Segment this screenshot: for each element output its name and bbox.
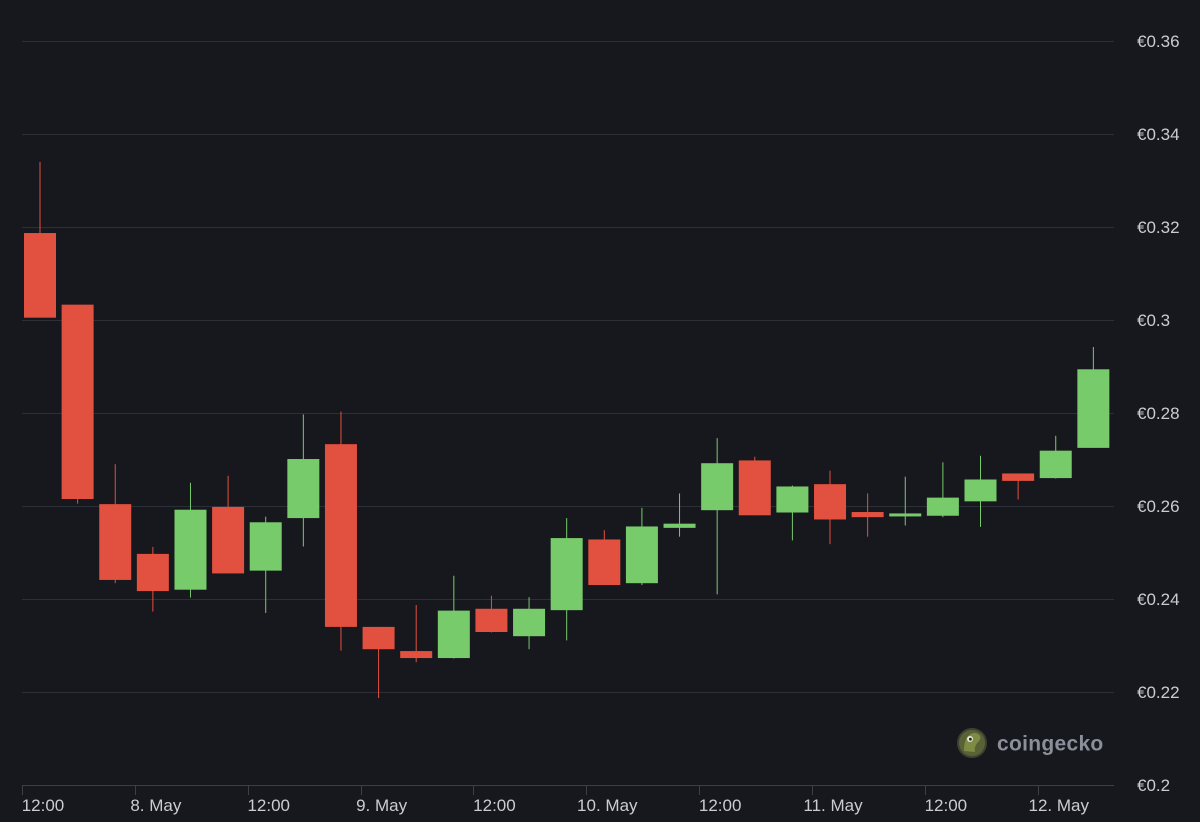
price-axis: €0.2 €0.22 €0.24 €0.26 €0.28 €0.3 €0.32 €0.34 €0… bbox=[1137, 32, 1180, 795]
x-tick-label: 12:00 bbox=[22, 796, 65, 815]
candle-body bbox=[588, 539, 621, 586]
candle-body bbox=[889, 513, 922, 517]
candle-up bbox=[174, 482, 207, 598]
candle-body bbox=[400, 651, 433, 659]
candle-up bbox=[1077, 346, 1110, 448]
y-tick-label: €0.3 bbox=[1137, 311, 1170, 330]
candle-up bbox=[513, 597, 546, 650]
candle-body bbox=[249, 522, 282, 571]
candle-up bbox=[926, 462, 959, 518]
candle-down bbox=[738, 456, 771, 516]
candle-body bbox=[550, 538, 583, 611]
candle-body bbox=[362, 626, 395, 650]
candle-body bbox=[99, 504, 132, 580]
y-tick-label: €0.32 bbox=[1137, 218, 1180, 237]
candle-down bbox=[588, 530, 621, 586]
candle-down bbox=[362, 626, 395, 699]
coingecko-watermark: coingecko bbox=[957, 728, 1104, 758]
x-tick-label: 8. May bbox=[130, 796, 182, 815]
candle-up bbox=[550, 518, 583, 641]
y-tick-label: €0.22 bbox=[1137, 683, 1180, 702]
coingecko-logo-icon bbox=[957, 728, 987, 758]
x-tick-label: 12:00 bbox=[247, 796, 290, 815]
candle-up bbox=[437, 575, 470, 659]
candle-body bbox=[701, 463, 734, 511]
x-tick-label: 12:00 bbox=[473, 796, 516, 815]
candle-body bbox=[513, 608, 546, 637]
x-tick-label: 12:00 bbox=[925, 796, 968, 815]
candle-down bbox=[851, 493, 884, 537]
candle-up bbox=[1039, 435, 1072, 479]
candle-up bbox=[287, 414, 320, 547]
x-tick-label: 9. May bbox=[356, 796, 408, 815]
candle-up bbox=[249, 516, 282, 613]
candle-body bbox=[851, 512, 884, 518]
x-tick-label: 10. May bbox=[577, 796, 638, 815]
y-tick-label: €0.36 bbox=[1137, 32, 1180, 51]
candle-body bbox=[437, 610, 470, 659]
chart-gridlines bbox=[22, 41, 1114, 693]
candle-up bbox=[663, 493, 696, 537]
candle-up bbox=[964, 455, 997, 527]
candle-body bbox=[738, 460, 771, 516]
time-axis: 12:00 8. May 12:00 9. May 12:00 10. May 12:00 1… bbox=[22, 785, 1114, 815]
candle-body bbox=[1002, 473, 1035, 481]
candle-down bbox=[61, 304, 94, 504]
candle-body bbox=[61, 304, 94, 500]
candle-down bbox=[475, 595, 508, 633]
candle-series bbox=[24, 161, 1110, 699]
candle-body bbox=[964, 479, 997, 502]
candle-body bbox=[174, 509, 207, 590]
candle-body bbox=[776, 486, 809, 513]
candle-body bbox=[212, 506, 245, 574]
candle-down bbox=[136, 546, 169, 612]
y-tick-label: €0.2 bbox=[1137, 776, 1170, 795]
y-tick-label: €0.28 bbox=[1137, 404, 1180, 423]
candle-up bbox=[701, 438, 734, 595]
y-tick-label: €0.24 bbox=[1137, 590, 1180, 609]
y-tick-label: €0.34 bbox=[1137, 125, 1180, 144]
candle-body bbox=[287, 459, 320, 519]
candle-body bbox=[136, 553, 169, 592]
candle-body bbox=[1039, 450, 1072, 479]
candle-down bbox=[24, 161, 56, 318]
y-tick-label: €0.26 bbox=[1137, 497, 1180, 516]
candle-down bbox=[99, 464, 132, 584]
candle-body bbox=[324, 444, 357, 627]
candle-down bbox=[1002, 473, 1035, 500]
candle-up bbox=[625, 507, 658, 586]
candle-down bbox=[212, 475, 245, 574]
candle-body bbox=[475, 608, 508, 633]
candle-body bbox=[1077, 369, 1110, 448]
candle-down bbox=[400, 605, 433, 663]
watermark-text: coingecko bbox=[997, 733, 1104, 756]
x-tick-label: 11. May bbox=[803, 796, 863, 815]
candle-down bbox=[324, 411, 357, 651]
candle-up bbox=[889, 476, 922, 526]
x-tick-label: 12. May bbox=[1028, 796, 1089, 815]
candle-body bbox=[24, 233, 56, 318]
candle-body bbox=[625, 526, 658, 584]
candle-down bbox=[814, 470, 847, 545]
x-tick-label: 12:00 bbox=[699, 796, 742, 815]
candle-body bbox=[663, 523, 696, 528]
candle-body bbox=[814, 484, 847, 520]
candle-up bbox=[776, 485, 809, 541]
candle-body bbox=[926, 497, 959, 516]
